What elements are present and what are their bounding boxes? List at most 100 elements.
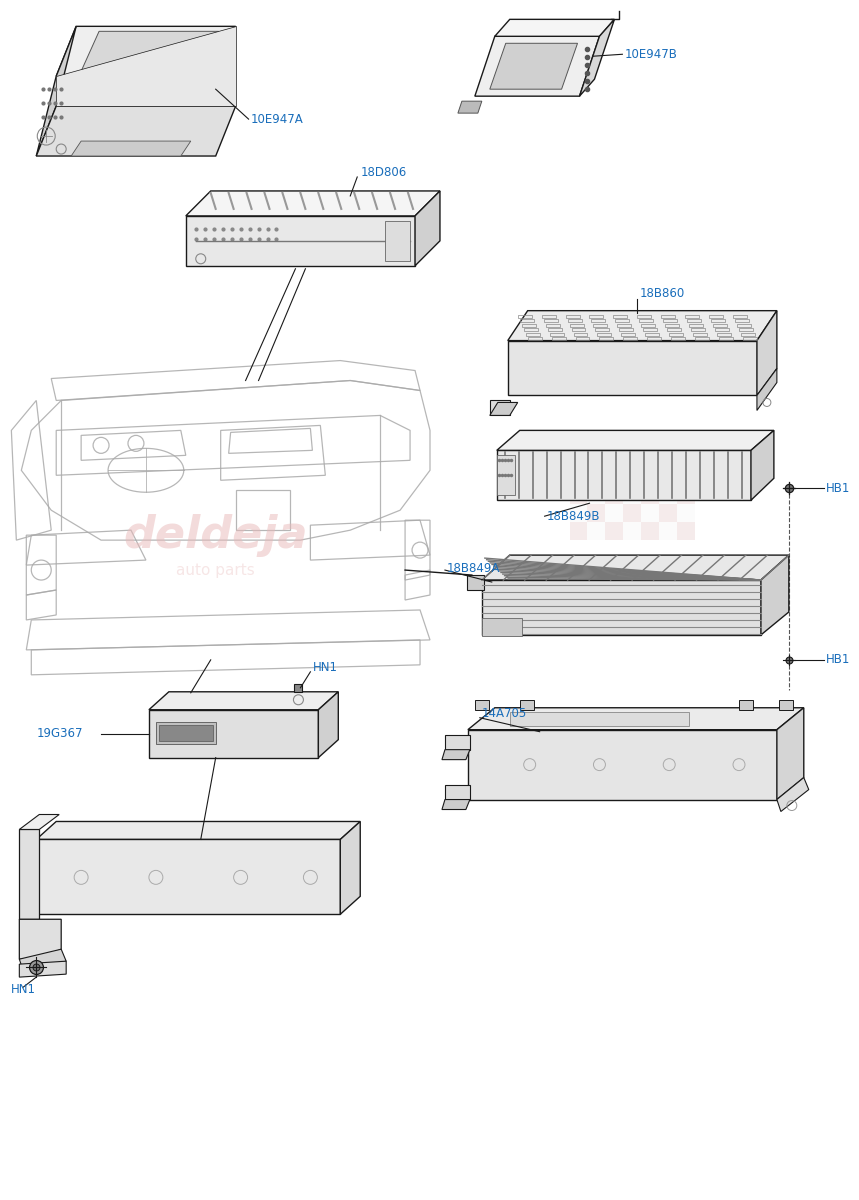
Bar [624, 468, 642, 486]
Bar [606, 450, 624, 468]
Bar [155, 721, 216, 744]
Polygon shape [757, 311, 777, 396]
Polygon shape [81, 31, 219, 71]
Text: auto parts: auto parts [176, 563, 255, 577]
Bar [642, 324, 655, 326]
Polygon shape [467, 575, 484, 590]
Bar [521, 324, 536, 326]
Polygon shape [777, 708, 804, 799]
Polygon shape [36, 822, 360, 840]
Bar [648, 337, 661, 340]
Polygon shape [340, 822, 360, 914]
Polygon shape [36, 840, 340, 914]
Bar [737, 324, 751, 326]
Bar [574, 332, 588, 336]
Bar [663, 319, 677, 322]
Bar [589, 314, 603, 318]
Polygon shape [761, 556, 789, 635]
Bar [606, 468, 624, 486]
Bar [600, 337, 613, 340]
Polygon shape [757, 368, 777, 410]
Bar [570, 468, 588, 486]
Bar [385, 221, 410, 260]
Polygon shape [71, 142, 191, 156]
Text: HB1: HB1 [825, 653, 850, 666]
Polygon shape [319, 691, 338, 757]
Bar [717, 332, 731, 336]
Bar [570, 486, 588, 504]
Bar [551, 337, 565, 340]
Bar [715, 328, 729, 331]
Polygon shape [20, 919, 61, 959]
Bar [677, 504, 695, 522]
Bar [624, 486, 642, 504]
Bar [689, 324, 704, 326]
Text: 10E947A: 10E947A [251, 113, 303, 126]
Bar [619, 328, 633, 331]
Polygon shape [56, 26, 235, 77]
Bar [624, 337, 637, 340]
Text: 18B849B: 18B849B [546, 510, 600, 523]
Bar [659, 522, 677, 540]
Bar [661, 314, 675, 318]
Bar [659, 504, 677, 522]
Bar [588, 522, 606, 540]
Bar [618, 324, 631, 326]
Polygon shape [495, 19, 614, 36]
Polygon shape [149, 691, 338, 709]
Bar [691, 328, 705, 331]
Bar [520, 700, 533, 709]
Bar [659, 486, 677, 504]
Bar [645, 332, 659, 336]
Bar [613, 314, 627, 318]
Polygon shape [475, 36, 600, 96]
Bar [713, 324, 727, 326]
Bar [518, 314, 532, 318]
Bar [739, 328, 753, 331]
Bar [606, 504, 624, 522]
Bar [739, 700, 753, 709]
Bar [592, 319, 606, 322]
Bar [779, 700, 793, 709]
Polygon shape [482, 556, 789, 580]
Polygon shape [445, 785, 470, 799]
Bar [639, 319, 654, 322]
Bar [677, 522, 695, 540]
Polygon shape [20, 961, 66, 977]
Polygon shape [442, 750, 470, 760]
Bar [548, 328, 562, 331]
Polygon shape [482, 580, 761, 635]
Polygon shape [20, 829, 40, 919]
Bar [570, 450, 588, 468]
Bar [687, 319, 701, 322]
Polygon shape [468, 708, 804, 730]
Bar [669, 332, 683, 336]
Bar [659, 450, 677, 468]
Polygon shape [186, 216, 415, 265]
Bar [709, 314, 723, 318]
Bar [588, 468, 606, 486]
Bar [643, 328, 657, 331]
Bar [570, 324, 583, 326]
Polygon shape [468, 730, 777, 799]
Text: HN1: HN1 [11, 983, 36, 996]
Bar [743, 337, 757, 340]
Bar [527, 337, 542, 340]
Polygon shape [20, 815, 59, 829]
Bar [497, 455, 515, 496]
Text: 14A705: 14A705 [482, 707, 527, 720]
Bar [677, 486, 695, 504]
Bar [482, 618, 521, 636]
Bar [621, 332, 636, 336]
Text: deldeja: deldeja [124, 514, 308, 557]
Bar [594, 324, 607, 326]
Polygon shape [458, 101, 482, 113]
Bar [695, 337, 709, 340]
Text: 19G367: 19G367 [36, 727, 82, 740]
Bar [550, 332, 564, 336]
Polygon shape [580, 19, 614, 96]
Bar [677, 468, 695, 486]
Polygon shape [497, 431, 774, 450]
Bar [637, 314, 651, 318]
Bar [677, 450, 695, 468]
